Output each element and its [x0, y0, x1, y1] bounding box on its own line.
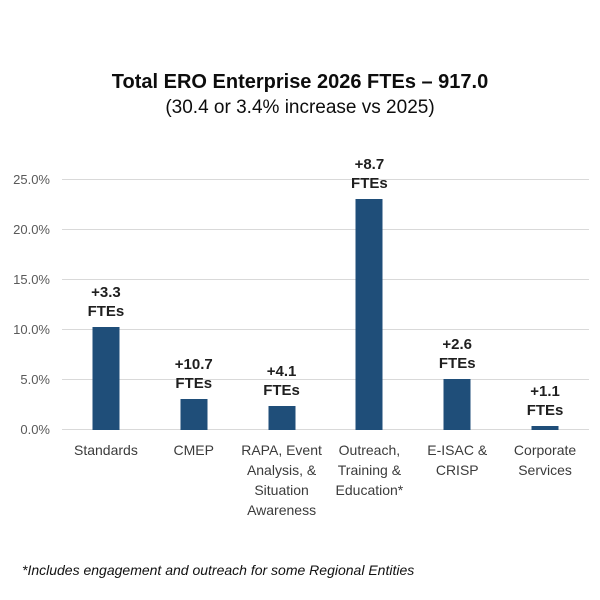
category-label: Standards — [74, 442, 138, 458]
plot-area: +3.3 FTEs +10.7 FTEs +4.1 FTEs +8.7 FTEs +2.… — [62, 155, 589, 430]
chart-header: Total ERO Enterprise 2026 FTEs – 917.0 (… — [0, 70, 600, 120]
gridline — [62, 428, 589, 430]
bar-value-label: +4.1 FTEs — [263, 363, 300, 399]
bar — [92, 327, 120, 430]
category-label: RAPA, Event Analysis, & Situation Awaren… — [241, 442, 322, 518]
category-label: Outreach, Training & Education* — [335, 442, 404, 498]
category-label: E-ISAC & CRISP — [427, 442, 488, 478]
y-tick-label: 15.0% — [13, 272, 50, 287]
chart-title: Total ERO Enterprise 2026 FTEs – 917.0 — [111, 71, 489, 93]
bar-series: +3.3 FTEs +10.7 FTEs +4.1 FTEs +8.7 FTEs +2.… — [62, 155, 589, 430]
gridline — [62, 378, 589, 380]
gridline — [62, 328, 589, 330]
y-tick-label: 25.0% — [13, 172, 50, 187]
bar-value-label: +8.7 FTEs — [351, 156, 388, 192]
bar-value-label: +10.7 FTEs — [174, 356, 213, 392]
bar-value-label: +1.1 FTEs — [526, 383, 564, 419]
bar-slot: +1.1 FTEs — [501, 155, 589, 430]
bar-slot: +10.7 FTEs — [150, 155, 238, 430]
bar-slot: +4.1 FTEs — [238, 155, 326, 430]
bar — [268, 406, 296, 430]
bar-value-label: +3.3 FTEs — [87, 284, 125, 320]
bar — [443, 379, 471, 430]
x-axis: Standards CMEP RAPA, Event Analysis, & Sit… — [62, 440, 589, 520]
y-tick-label: 20.0% — [13, 222, 50, 237]
bar-slot: +2.6 FTEs — [413, 155, 501, 430]
y-tick-label: 5.0% — [20, 372, 50, 387]
gridline — [62, 278, 589, 280]
gridline — [62, 178, 589, 180]
gridline — [62, 228, 589, 230]
category-label: CMEP — [173, 442, 214, 458]
footnote: *Includes engagement and outreach for so… — [22, 562, 415, 578]
bar-slot: +8.7 FTEs — [325, 155, 413, 430]
bar — [531, 426, 559, 430]
bar — [180, 399, 208, 430]
bar-value-label: +2.6 FTEs — [438, 336, 476, 372]
category-label: Corporate Services — [513, 442, 577, 478]
y-axis: 0.0% 5.0% 10.0% 15.0% 20.0% 25.0% — [0, 155, 50, 437]
bar-slot: +3.3 FTEs — [62, 155, 150, 430]
bar — [355, 199, 383, 430]
chart-subtitle: (30.4 or 3.4% increase vs 2025) — [165, 97, 435, 118]
y-tick-label: 10.0% — [13, 322, 50, 337]
y-tick-label: 0.0% — [20, 422, 50, 437]
